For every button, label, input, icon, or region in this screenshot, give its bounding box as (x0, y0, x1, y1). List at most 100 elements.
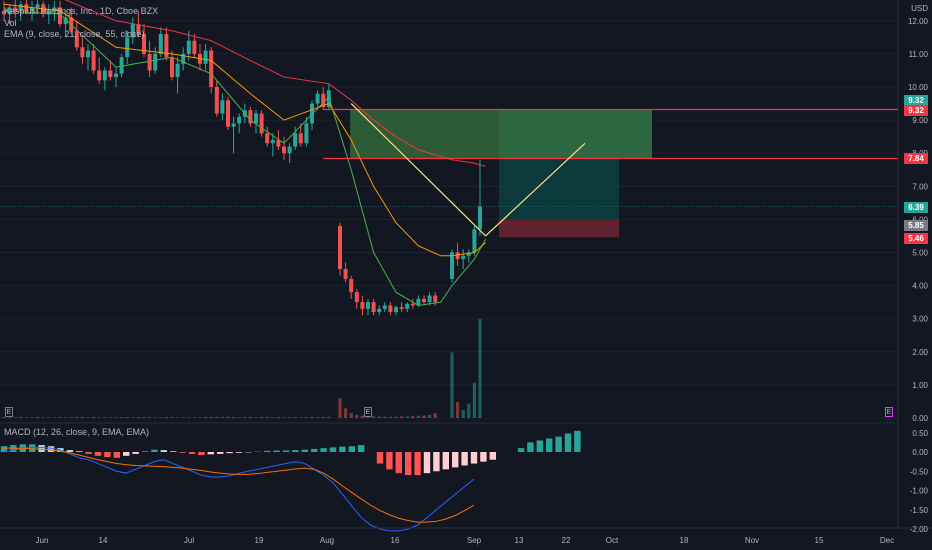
drawings[interactable] (0, 103, 898, 237)
volume-bar (271, 417, 275, 418)
macd-histogram-bar (160, 450, 167, 452)
volume-bar (108, 417, 112, 418)
candle-body (304, 123, 309, 144)
macd-tick-label: -0.50 (910, 467, 929, 476)
macd-histogram-bar (555, 436, 562, 452)
volume-bar (58, 417, 62, 418)
macd-histogram-bar (489, 452, 496, 460)
macd-histogram-bar (85, 452, 92, 454)
candle-body (237, 116, 242, 124)
candle-body (158, 34, 163, 54)
volume-bar (226, 416, 230, 418)
volume-bar (405, 416, 409, 418)
macd-histogram-bar (29, 444, 36, 452)
macd-histogram-bar (386, 452, 393, 470)
volume-bar (288, 417, 292, 418)
price-tag-label: 9.32 (908, 96, 924, 105)
volume-bar (293, 417, 297, 418)
price-tick-label: 1.00 (912, 381, 928, 390)
price-tag (904, 233, 928, 244)
time-tick-label: 14 (99, 536, 108, 545)
volume-bar (349, 413, 353, 418)
volume-bar (30, 417, 34, 418)
vol-legend: Vol (4, 18, 17, 28)
volume-bar (355, 414, 359, 418)
volume-bar (97, 417, 101, 418)
macd-histogram-bar (235, 452, 243, 453)
volume-bar (164, 417, 168, 418)
price-tag-label: 7.84 (908, 154, 924, 163)
candle-body (142, 34, 146, 54)
macd-histogram-bar (517, 448, 525, 452)
volume-bar (198, 417, 202, 418)
price-tag (904, 220, 928, 231)
macd-histogram-bar (339, 446, 346, 452)
macd-histogram-bar (395, 452, 402, 474)
macd-histogram-bar (348, 446, 355, 452)
volume-bar (170, 417, 174, 418)
volume-bar (80, 417, 84, 418)
earnings-marker[interactable]: E (364, 407, 372, 417)
volume-bar (254, 417, 258, 418)
volume-bar (461, 410, 465, 418)
candle-body (209, 50, 214, 87)
volume-bar (260, 417, 264, 418)
price-tick-label: 10.00 (908, 83, 929, 92)
candle-body (52, 7, 57, 11)
position-zones[interactable] (350, 109, 652, 238)
candle-body (63, 17, 68, 25)
profit-zone (499, 158, 619, 220)
macd-line (3, 446, 475, 532)
candle-body (102, 70, 107, 81)
macd-histogram-bar (461, 452, 468, 466)
earnings-marker-upcoming[interactable]: E (885, 407, 893, 417)
volume-bars (2, 318, 482, 418)
time-tick-label: Oct (606, 536, 619, 545)
price-tick-label: 12.00 (908, 17, 929, 26)
volume-bar (344, 408, 348, 418)
candle-body (394, 307, 398, 313)
volume-bar (243, 417, 247, 418)
macd-histogram-bar (423, 452, 431, 474)
macd-histogram-bar (358, 445, 365, 452)
candle-body (343, 269, 348, 279)
price-tag-label: 5.46 (908, 234, 924, 243)
candle-body (74, 30, 79, 48)
price-tags: 9.329.32 7.84 6.39 5.85 5.46 (904, 95, 928, 244)
candle-body (455, 252, 460, 260)
volume-bar (142, 417, 146, 418)
macd-histogram-bar (132, 452, 139, 454)
volume-bar (176, 417, 180, 418)
candle-body (427, 295, 432, 303)
candle-body (388, 305, 393, 313)
price-tick-label: 3.00 (912, 315, 928, 324)
candle-body (186, 40, 191, 54)
stop-zone (499, 219, 619, 238)
candle-body (321, 93, 326, 107)
time-tick-label: 16 (391, 536, 400, 545)
macd-histogram-bar (217, 452, 224, 454)
macd-histogram-bar (226, 452, 233, 454)
candle-body (450, 252, 454, 279)
candle-body (433, 295, 438, 303)
macd-tick-label: -1.00 (910, 487, 929, 496)
macd-histogram-bar (414, 452, 421, 476)
candle-body (248, 110, 253, 124)
price-tick-label: 0.00 (912, 414, 928, 423)
macd-histogram-bar (405, 452, 412, 476)
volume-bar (360, 415, 364, 418)
macd-tick-label: 0.50 (912, 429, 928, 438)
candle-body (220, 100, 225, 114)
volume-bar (125, 417, 129, 418)
macd-histogram-bar (564, 433, 572, 452)
earnings-marker[interactable]: E (5, 407, 13, 417)
volume-bar (103, 417, 107, 418)
macd-histogram-bar (188, 452, 196, 454)
candle-body (270, 139, 275, 144)
candle-body (231, 123, 236, 127)
candle-body (114, 73, 118, 78)
grid (0, 20, 898, 419)
price-tick-label: 2.00 (912, 348, 928, 357)
candle-body (298, 133, 303, 144)
